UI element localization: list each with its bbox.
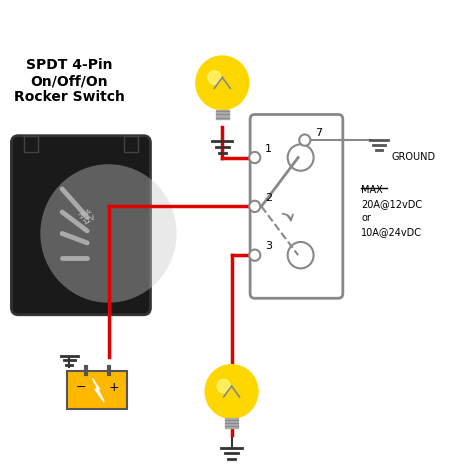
Text: −: − bbox=[75, 381, 86, 394]
Text: 3: 3 bbox=[265, 241, 272, 251]
Circle shape bbox=[299, 135, 310, 146]
Text: 2: 2 bbox=[265, 192, 272, 202]
Circle shape bbox=[249, 249, 260, 261]
Circle shape bbox=[288, 145, 314, 171]
Polygon shape bbox=[92, 378, 104, 402]
FancyBboxPatch shape bbox=[216, 109, 229, 119]
Circle shape bbox=[288, 242, 314, 268]
Circle shape bbox=[205, 365, 258, 419]
Circle shape bbox=[40, 164, 177, 303]
Text: 1: 1 bbox=[265, 144, 272, 154]
Circle shape bbox=[249, 152, 260, 163]
Text: SPDT 4-Pin
On/Off/On
Rocker Switch: SPDT 4-Pin On/Off/On Rocker Switch bbox=[14, 58, 125, 104]
FancyBboxPatch shape bbox=[11, 136, 150, 315]
FancyBboxPatch shape bbox=[24, 136, 38, 152]
Circle shape bbox=[196, 56, 249, 109]
Text: 7: 7 bbox=[315, 128, 322, 138]
Text: MAX
20A@12vDC
or
10A@24vDC: MAX 20A@12vDC or 10A@24vDC bbox=[361, 185, 422, 237]
Circle shape bbox=[208, 71, 221, 84]
FancyBboxPatch shape bbox=[124, 136, 138, 152]
Circle shape bbox=[249, 201, 260, 212]
FancyBboxPatch shape bbox=[250, 115, 343, 298]
Circle shape bbox=[217, 379, 230, 393]
FancyBboxPatch shape bbox=[225, 419, 238, 428]
Text: 20A
12V: 20A 12V bbox=[78, 208, 96, 226]
Text: +: + bbox=[109, 381, 119, 394]
Text: GROUND: GROUND bbox=[392, 152, 436, 162]
FancyBboxPatch shape bbox=[67, 371, 128, 409]
